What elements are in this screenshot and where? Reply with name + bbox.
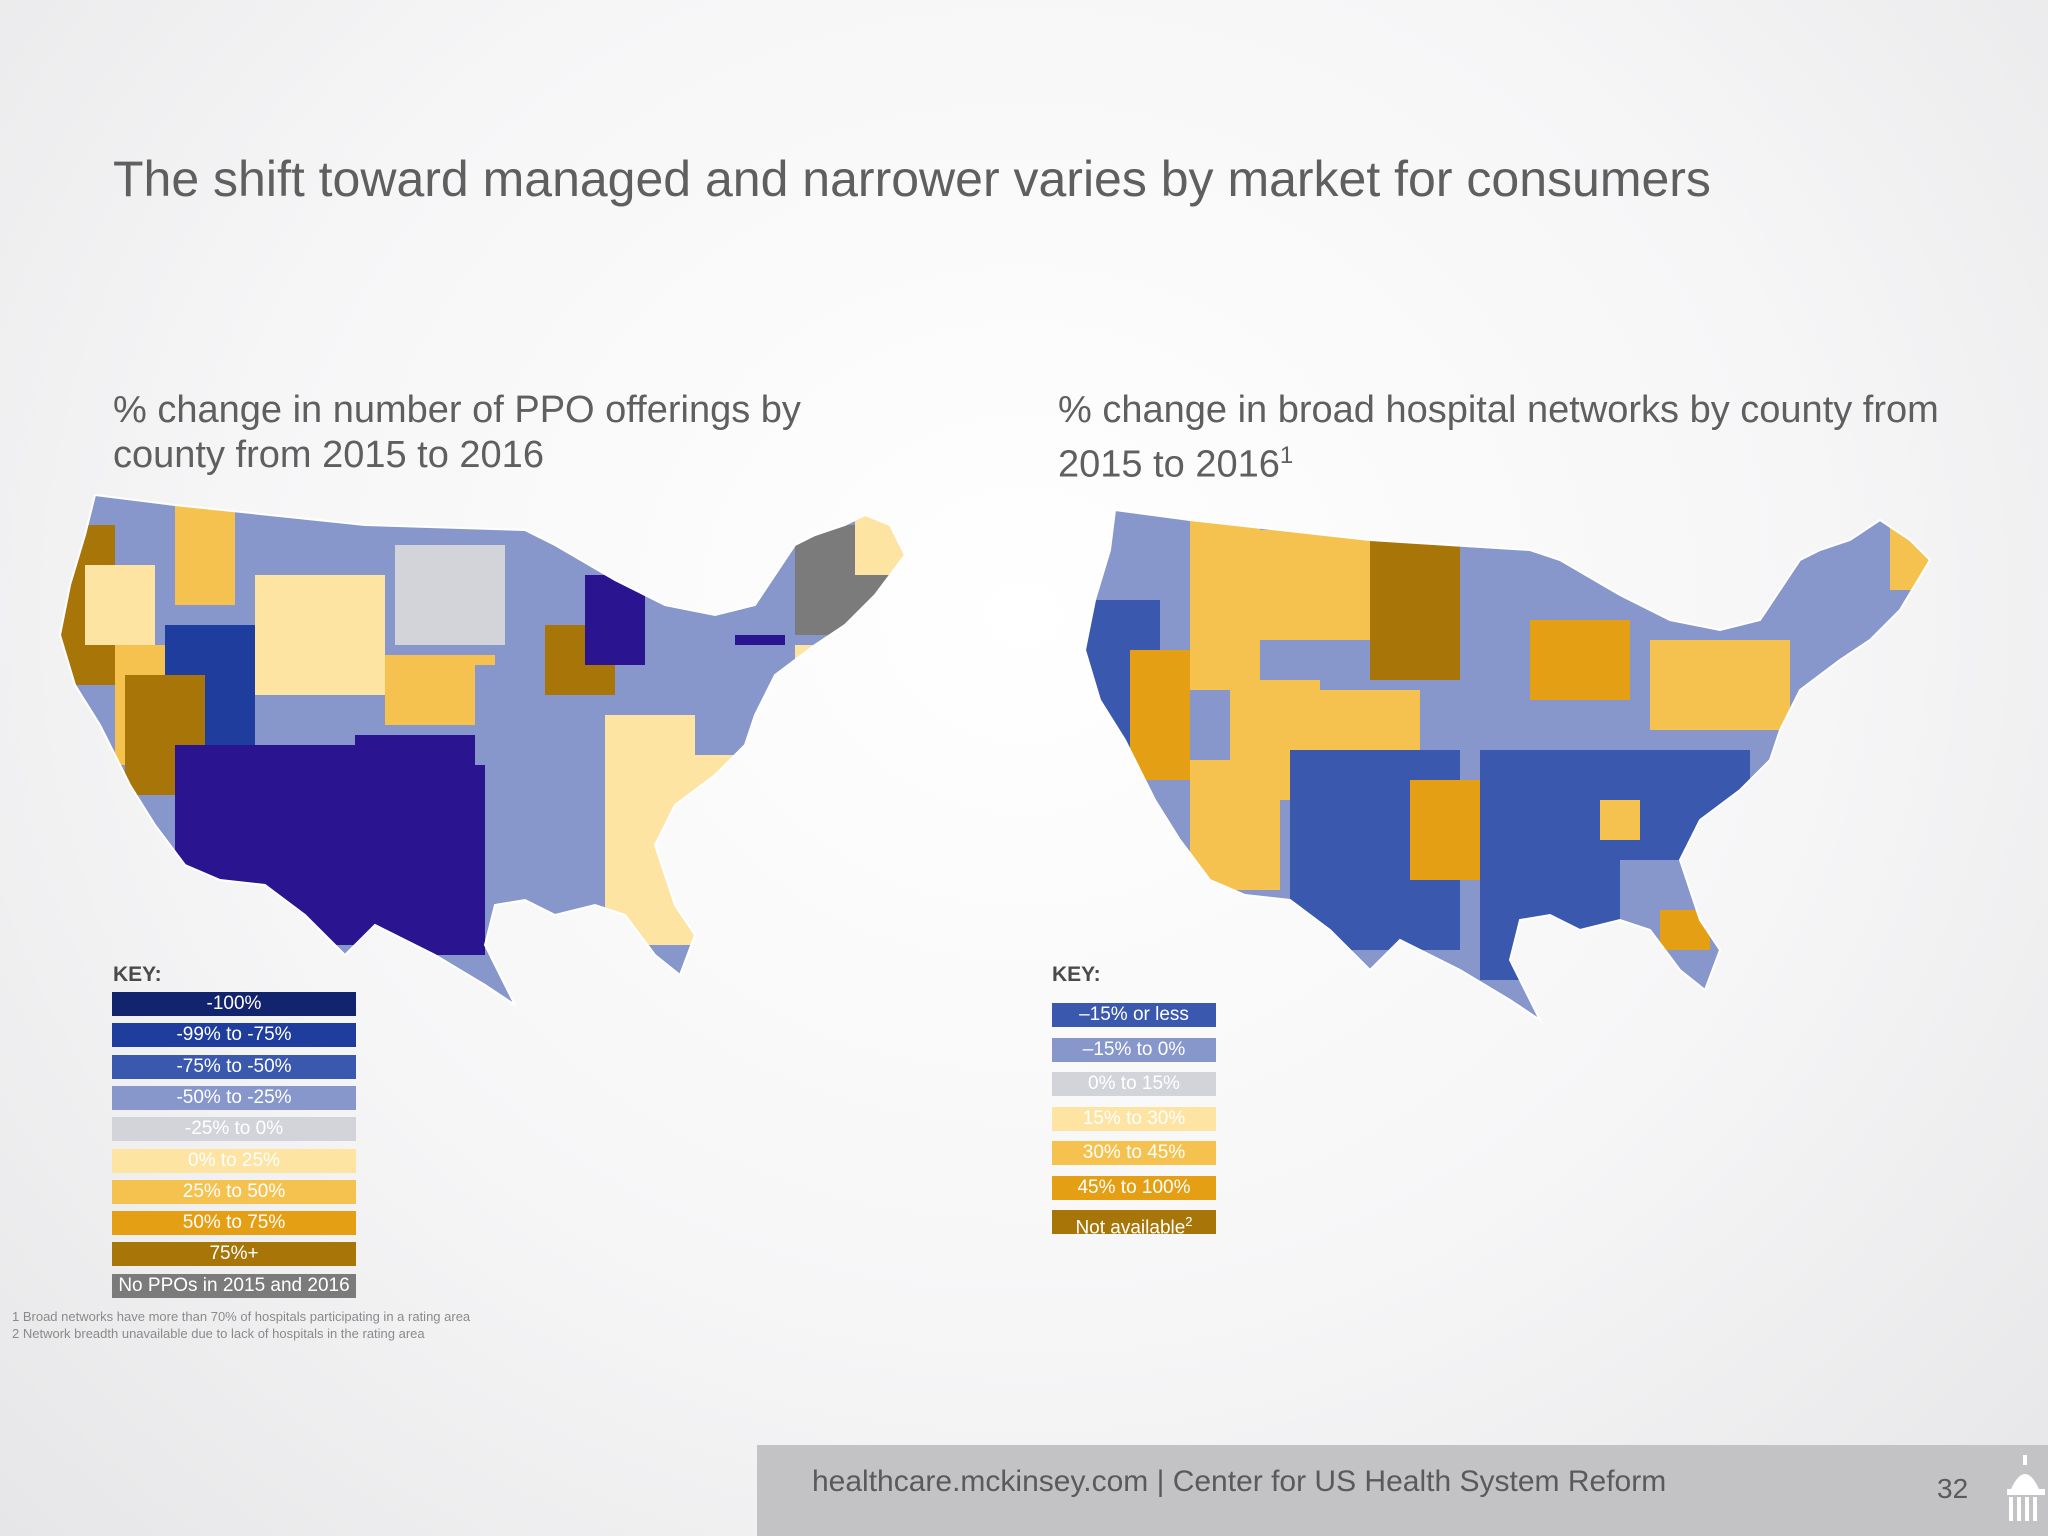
right-key-title: KEY: <box>1052 963 1101 986</box>
left-key-item: 50% to 75% <box>112 1211 356 1236</box>
right-key-item: 0% to 15% <box>1052 1072 1216 1096</box>
footnote-ref-1: 1 <box>1279 442 1294 469</box>
right-key-item: –15% to 0% <box>1052 1037 1216 1062</box>
left-key-item: -50% to -25% <box>112 1085 356 1110</box>
footer-text: healthcare.mckinsey.com | Center for US … <box>812 1465 1667 1498</box>
left-key-item: No PPOs in 2015 and 2016 <box>112 1273 356 1298</box>
hospital-network-change-map <box>1083 508 1932 1023</box>
left-key-item: -99% to -75% <box>112 1023 356 1048</box>
right-key-item: 15% to 30% <box>1052 1106 1216 1131</box>
left-key-item: -75% to -50% <box>112 1054 356 1079</box>
slide-title: The shift toward managed and narrower va… <box>113 151 1711 207</box>
right-key-item: –15% or less <box>1052 1003 1216 1027</box>
left-map-subtitle: % change in number of PPO offerings by c… <box>113 389 801 476</box>
left-key-title: KEY: <box>113 963 162 986</box>
left-key-item: 25% to 50% <box>112 1179 356 1204</box>
left-key-item: -100% <box>112 992 356 1016</box>
right-map-subtitle: % change in broad hospital networks by c… <box>1058 389 1939 486</box>
capitol-dome-icon <box>2007 1455 2045 1521</box>
ppo-change-map <box>58 493 907 1008</box>
right-key-item: Not available2 <box>1052 1210 1216 1238</box>
footnote-2: 2 Network breadth unavailable due to lac… <box>12 1326 425 1341</box>
footer-bar: healthcare.mckinsey.com | Center for US … <box>757 1445 2048 1536</box>
left-key-item: -25% to 0% <box>112 1117 356 1142</box>
left-key-item: 75%+ <box>112 1242 356 1267</box>
footnote-1: 1 Broad networks have more than 70% of h… <box>12 1309 471 1324</box>
left-key-item: 0% to 25% <box>112 1148 356 1173</box>
footnotes: 1 Broad networks have more than 70% of h… <box>12 1308 470 1342</box>
right-key-item: 30% to 45% <box>1052 1141 1216 1165</box>
right-key-item: 45% to 100% <box>1052 1175 1216 1200</box>
page-number: 32 <box>1937 1473 1969 1504</box>
